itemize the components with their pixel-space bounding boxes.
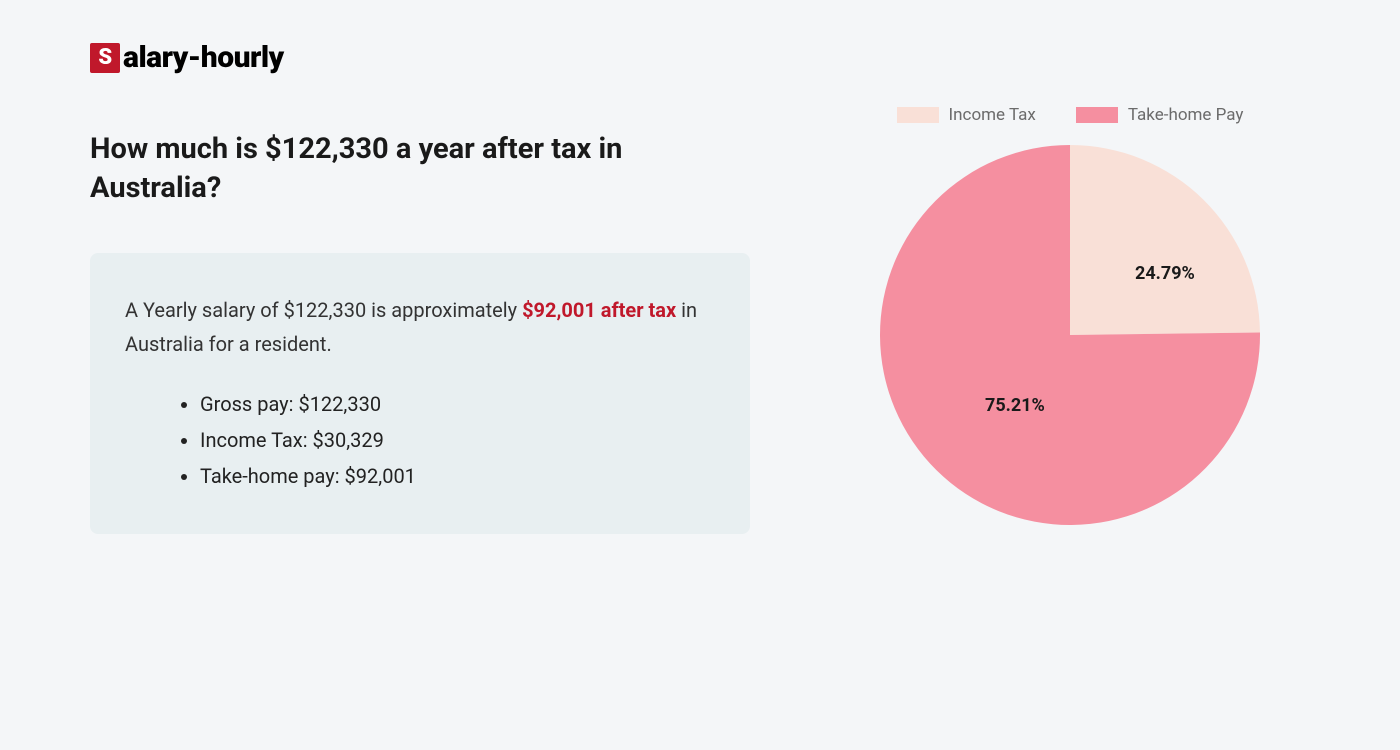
legend-item-takehome: Take-home Pay — [1076, 105, 1244, 125]
content-column: How much is $122,330 a year after tax in… — [90, 130, 750, 534]
site-logo: Salary-hourly — [90, 40, 1310, 75]
summary-box: A Yearly salary of $122,330 is approxima… — [90, 253, 750, 534]
summary-sentence: A Yearly salary of $122,330 is approxima… — [125, 293, 715, 361]
legend-swatch — [897, 107, 939, 123]
legend-label: Income Tax — [949, 105, 1036, 125]
slice-label-takehome: 75.21% — [985, 395, 1045, 416]
summary-prefix: A Yearly salary of $122,330 is approxima… — [125, 298, 522, 322]
chart-legend: Income Tax Take-home Pay — [897, 105, 1244, 125]
logo-text: alary-hourly — [123, 40, 284, 75]
slice-label-income-tax: 24.79% — [1135, 263, 1195, 284]
summary-highlight: $92,001 after tax — [522, 298, 676, 322]
legend-label: Take-home Pay — [1128, 105, 1244, 125]
list-item: Take-home pay: $92,001 — [200, 458, 715, 494]
chart-column: Income Tax Take-home Pay 24.79% 75.21% — [850, 105, 1290, 534]
legend-item-income-tax: Income Tax — [897, 105, 1036, 125]
logo-badge: S — [90, 43, 120, 73]
pie-chart: 24.79% 75.21% — [880, 145, 1260, 525]
page-title: How much is $122,330 a year after tax in… — [90, 130, 750, 208]
list-item: Gross pay: $122,330 — [200, 386, 715, 422]
list-item: Income Tax: $30,329 — [200, 422, 715, 458]
pie-svg — [880, 145, 1260, 525]
breakdown-list: Gross pay: $122,330 Income Tax: $30,329 … — [125, 386, 715, 494]
legend-swatch — [1076, 107, 1118, 123]
